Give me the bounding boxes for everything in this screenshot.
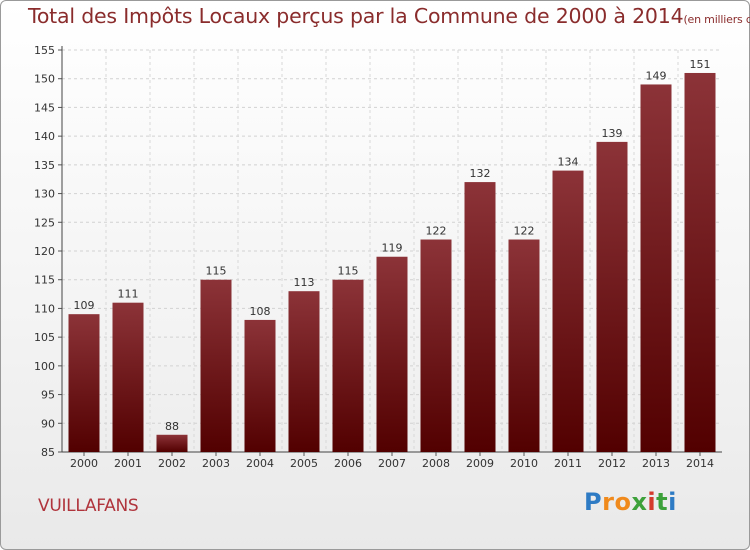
x-tick-label-2002: 2002 — [158, 457, 186, 470]
bar-2002 — [156, 434, 188, 452]
chart-title: Total des Impôts Locaux perçus par la Co… — [28, 4, 750, 28]
y-tick-label: 115 — [34, 274, 55, 287]
value-label-2014: 151 — [690, 58, 711, 71]
x-tick-label-2011: 2011 — [554, 457, 582, 470]
x-tick-label-2009: 2009 — [466, 457, 494, 470]
x-tick-label-2012: 2012 — [598, 457, 626, 470]
value-label-2000: 109 — [74, 299, 95, 312]
bar-2011 — [552, 170, 584, 452]
logo-letter: o — [614, 488, 632, 516]
bar-2007 — [376, 256, 408, 452]
value-label-2002: 88 — [165, 420, 179, 433]
x-tick-label-2014: 2014 — [686, 457, 714, 470]
logo-letter: x — [631, 488, 648, 516]
value-labels: 109 111 88 115 108 113 115 119 122 132 122 134 139 14… — [74, 58, 711, 433]
logo-letter: t — [656, 488, 669, 516]
x-tick-label-2013: 2013 — [642, 457, 670, 470]
x-tick-label-2001: 2001 — [114, 457, 142, 470]
y-tick-label: 125 — [34, 216, 55, 229]
value-label-2006: 115 — [338, 265, 359, 278]
bar-2001 — [112, 302, 144, 452]
bar-2009 — [464, 182, 496, 453]
value-label-2012: 139 — [602, 127, 623, 140]
x-tick-label-2000: 2000 — [70, 457, 98, 470]
value-label-2009: 132 — [470, 167, 491, 180]
logo-letter: r — [602, 488, 615, 516]
bar-2013 — [640, 84, 672, 452]
y-tick-label: 130 — [34, 188, 55, 201]
value-label-2013: 149 — [646, 69, 667, 82]
x-tick-label-2008: 2008 — [422, 457, 450, 470]
bar-2005 — [288, 291, 320, 452]
chart-title-text: Total des Impôts Locaux perçus par la Co… — [28, 4, 684, 28]
bar-2008 — [420, 239, 452, 452]
bars — [68, 72, 716, 453]
bar-2000 — [68, 314, 100, 452]
bar-2003 — [200, 279, 232, 452]
logo-letter: i — [668, 488, 677, 516]
bar-2012 — [596, 141, 628, 452]
y-tick-label: 110 — [34, 302, 55, 315]
proxiti-logo: Proxiti — [584, 488, 677, 516]
x-tick-label-2003: 2003 — [202, 457, 230, 470]
y-tick-label: 120 — [34, 245, 55, 258]
x-tick-label-2007: 2007 — [378, 457, 406, 470]
bar-2006 — [332, 279, 364, 452]
value-label-2003: 115 — [206, 265, 227, 278]
commune-name: VUILLAFANS — [38, 496, 139, 516]
logo-letter: P — [584, 488, 603, 516]
y-tick-label: 155 — [34, 44, 55, 57]
axes: 85 90 95 100 105 110 115 120 125 130 135 140 145 150 1… — [34, 44, 722, 470]
y-tick-label: 100 — [34, 360, 55, 373]
y-tick-label: 145 — [34, 101, 55, 114]
x-tick-label-2010: 2010 — [510, 457, 538, 470]
x-tick-label-2006: 2006 — [334, 457, 362, 470]
bar-2010 — [508, 239, 540, 452]
chart-unit-label: (en milliers d'€) — [683, 13, 750, 26]
value-label-2004: 108 — [250, 305, 271, 318]
x-tick-label-2004: 2004 — [246, 457, 274, 470]
y-tick-label: 95 — [41, 389, 55, 402]
value-label-2005: 113 — [294, 276, 315, 289]
x-tick-label-2005: 2005 — [290, 457, 318, 470]
value-label-2010: 122 — [514, 225, 535, 238]
y-tick-label: 90 — [41, 417, 55, 430]
y-tick-label: 105 — [34, 331, 55, 344]
value-label-2007: 119 — [382, 242, 403, 255]
bar-2004 — [244, 319, 276, 452]
y-tick-label: 140 — [34, 130, 55, 143]
value-label-2011: 134 — [558, 156, 579, 169]
logo-letter: i — [647, 488, 657, 516]
y-tick-label: 150 — [34, 73, 55, 86]
value-label-2001: 111 — [118, 288, 139, 301]
y-tick-label: 85 — [41, 446, 55, 459]
value-label-2008: 122 — [426, 225, 447, 238]
bar-2014 — [684, 72, 716, 452]
y-tick-label: 135 — [34, 159, 55, 172]
